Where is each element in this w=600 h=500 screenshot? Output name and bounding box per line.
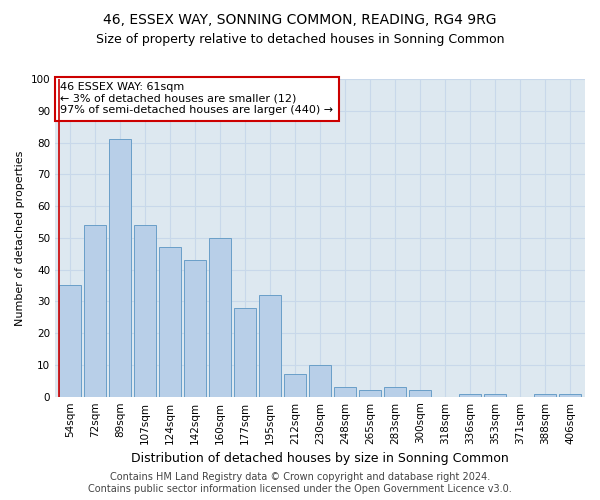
X-axis label: Distribution of detached houses by size in Sonning Common: Distribution of detached houses by size … <box>131 452 509 465</box>
Text: Contains HM Land Registry data © Crown copyright and database right 2024.
Contai: Contains HM Land Registry data © Crown c… <box>88 472 512 494</box>
Bar <box>160 248 181 396</box>
Bar <box>259 295 281 396</box>
Bar <box>334 387 356 396</box>
Bar <box>59 286 80 397</box>
Text: 46 ESSEX WAY: 61sqm
← 3% of detached houses are smaller (12)
97% of semi-detache: 46 ESSEX WAY: 61sqm ← 3% of detached hou… <box>61 82 334 116</box>
Bar <box>284 374 305 396</box>
Bar <box>209 238 230 396</box>
Bar <box>409 390 431 396</box>
Bar <box>385 387 406 396</box>
Bar <box>310 365 331 396</box>
Bar <box>235 308 256 396</box>
Text: 46, ESSEX WAY, SONNING COMMON, READING, RG4 9RG: 46, ESSEX WAY, SONNING COMMON, READING, … <box>103 12 497 26</box>
Bar <box>484 394 506 396</box>
Bar <box>109 140 131 396</box>
Bar <box>184 260 206 396</box>
Bar <box>535 394 556 396</box>
Bar <box>359 390 380 396</box>
Bar <box>460 394 481 396</box>
Bar <box>134 225 155 396</box>
Text: Size of property relative to detached houses in Sonning Common: Size of property relative to detached ho… <box>96 32 504 46</box>
Bar <box>559 394 581 396</box>
Bar <box>85 225 106 396</box>
Y-axis label: Number of detached properties: Number of detached properties <box>15 150 25 326</box>
